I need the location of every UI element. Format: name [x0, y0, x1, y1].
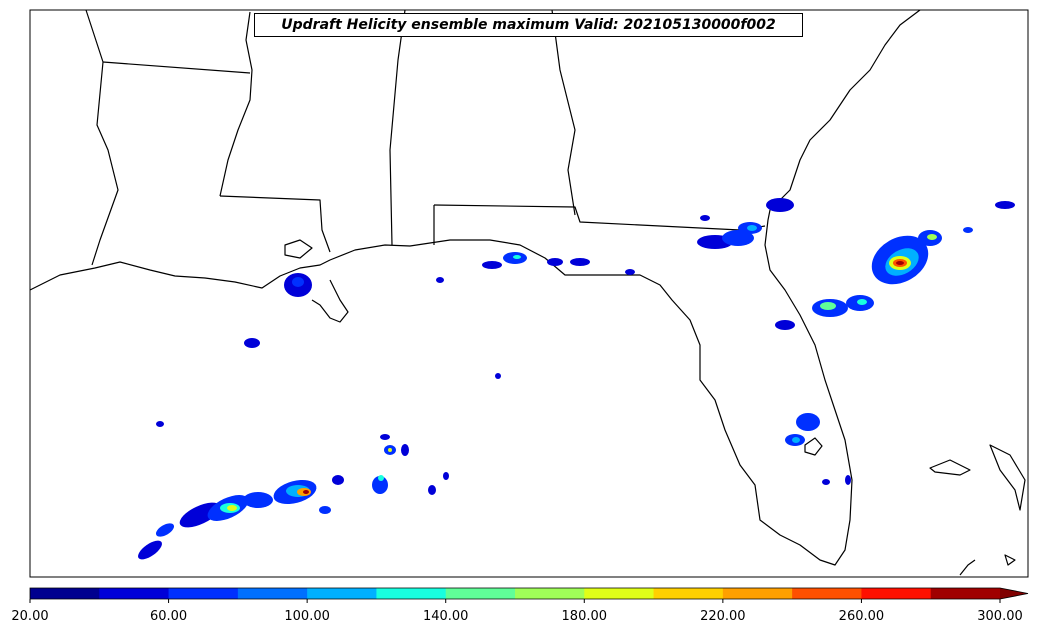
colorbar-tick-label: 260.00: [838, 609, 885, 624]
colorbar-segment: [792, 588, 862, 599]
colorbar-segment: [722, 588, 793, 599]
map-frame: [29, 9, 1029, 578]
colorbar-segment: [861, 588, 932, 599]
colorbar-tick-label: 140.00: [422, 609, 469, 624]
coast-cuba: [929, 459, 971, 476]
coast-lake-okeechobee: [804, 437, 823, 456]
colorbar-tick-label: 20.00: [11, 609, 49, 624]
colorbar-segment: [237, 588, 308, 599]
state-border-ms-river: [219, 11, 253, 197]
colorbar-segment: [515, 588, 585, 599]
colorbar-segment: [376, 588, 447, 599]
colorbar-tick-label: 100.00: [284, 609, 330, 624]
colorbar-tick-label: 60.00: [149, 609, 188, 624]
colorbar-segment: [930, 588, 1001, 599]
coast-bahamas: [989, 444, 1026, 511]
coast-texas: [29, 209, 853, 566]
state-border-la-ms: [219, 195, 331, 253]
coast-atlantic: [769, 9, 921, 211]
colorbar-segment: [99, 588, 170, 599]
swath-north-coast: [436, 252, 635, 283]
colorbar-extend-arrow: [1000, 588, 1028, 599]
colorbar: [29, 587, 1029, 603]
swath-south-florida: [785, 413, 851, 485]
swath-atlantic: [775, 201, 1015, 330]
colorbar-tick-label: 300.00: [977, 609, 1023, 624]
colorbar-tick-label: 180.00: [561, 609, 608, 624]
state-border-al-ga: [551, 9, 576, 216]
colorbar-outline: [29, 587, 1029, 600]
coastlines-and-borders: [29, 9, 1026, 576]
colorbar-segment: [307, 588, 377, 599]
helicity-swaths: [138, 198, 1015, 560]
swath-ne-florida: [697, 198, 794, 249]
swath-sw-gulf: [138, 273, 501, 560]
colorbar-segment: [584, 588, 655, 599]
colorbar-segment: [168, 588, 239, 599]
state-border-ar-la: [102, 61, 251, 74]
colorbar-tick-label: 220.00: [700, 609, 746, 624]
coast-keys: [959, 559, 976, 576]
colorbar-segment: [30, 588, 100, 599]
coast-lake-pontchartrain: [284, 239, 313, 259]
coast-bahamas-2: [1004, 554, 1016, 566]
colorbar-segment: [653, 588, 724, 599]
colorbar-segment: [445, 588, 516, 599]
state-border-tx-la: [85, 9, 119, 266]
coast-mississippi-delta: [311, 279, 349, 323]
map-title: Updraft Helicity ensemble maximum Valid:…: [254, 13, 803, 37]
